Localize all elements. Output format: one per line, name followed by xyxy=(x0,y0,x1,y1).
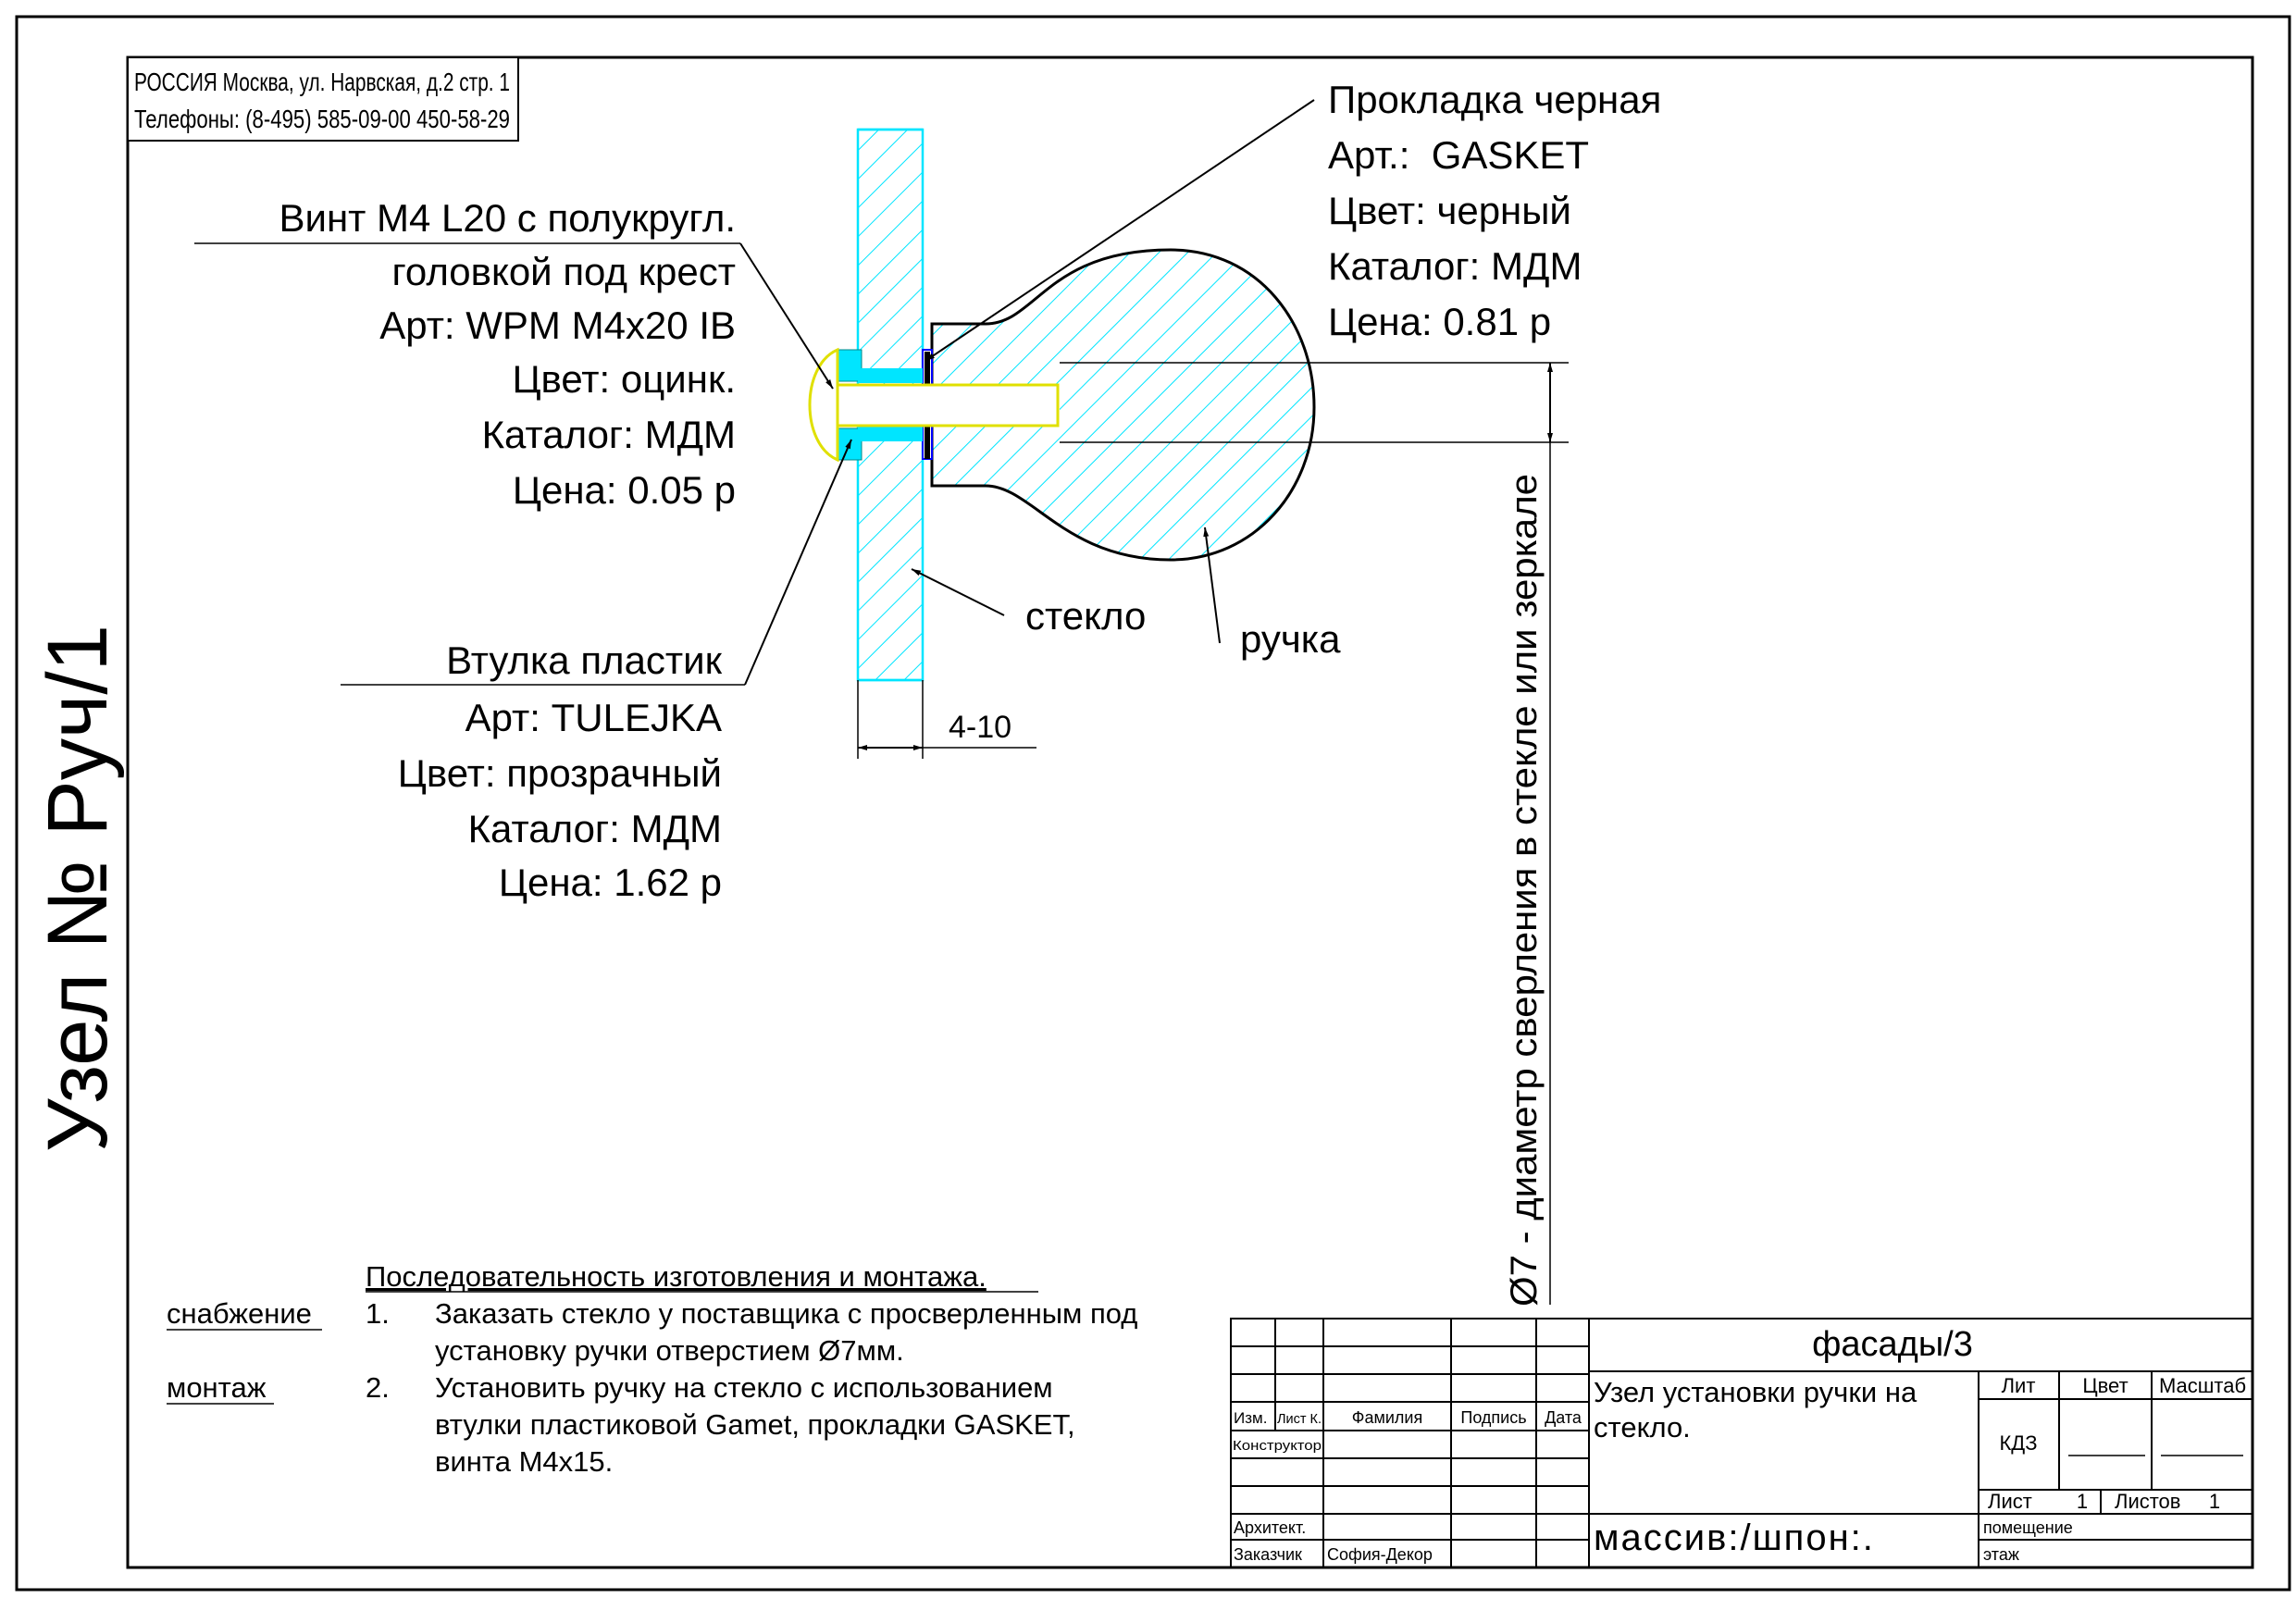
plastic-sleeve-top xyxy=(835,349,863,382)
inner-frame xyxy=(126,56,2254,1569)
tb-col-sign: Подпись xyxy=(1460,1408,1526,1427)
handle-leader xyxy=(1203,527,1221,644)
tb-customer-name: София-Декор xyxy=(1327,1545,1433,1564)
side-title: Узел № Руч/1 xyxy=(31,625,125,1152)
note-2-line-1: Установить ручку на стекло с использован… xyxy=(435,1371,1053,1404)
tb-lit: Лит xyxy=(2002,1374,2036,1397)
handle-label: ручка xyxy=(1240,617,1341,661)
sleeve-line-5: Цена: 1.62 р xyxy=(499,861,722,904)
note-num-1: 1. xyxy=(366,1297,390,1330)
gasket-line-1: Прокладка черная xyxy=(1328,78,1661,121)
note-1-line-1: Заказать стекло у поставщика с просверле… xyxy=(435,1297,1137,1330)
screw-line-3: Арт: WPM M4x20 IB xyxy=(379,304,736,347)
tb-room: помещение xyxy=(1983,1518,2073,1537)
screw-shank xyxy=(836,383,1060,427)
tb-sheets-num: 1 xyxy=(2209,1490,2220,1513)
glass-label: стекло xyxy=(1025,594,1146,638)
outer-frame xyxy=(15,15,2291,1592)
gasket-line-2: Арт.: GASKET xyxy=(1328,133,1589,177)
tb-architect: Архитект. xyxy=(1234,1518,1306,1537)
tb-col-date: Дата xyxy=(1545,1408,1582,1427)
tb-sheet-num: 1 xyxy=(2077,1490,2088,1513)
screw-line-2: головкой под крест xyxy=(392,250,737,293)
screw-line-1: Винт M4 L20 с полукругл. xyxy=(279,196,736,240)
screw-head xyxy=(808,347,839,463)
tb-code: фасады/3 xyxy=(1812,1325,1973,1364)
note-2-line-3: винта M4x15. xyxy=(435,1445,613,1478)
note-2-line-2: втулки пластиковой Gamet, прокладки GASK… xyxy=(435,1408,1075,1441)
title-block-text: фасады/3 Узел установки ручки на стекло.… xyxy=(1233,1325,2246,1564)
tb-col-list: Лист К. xyxy=(1277,1411,1322,1427)
title-block xyxy=(1230,1318,2253,1568)
sleeve-line-4: Каталог: МДМ xyxy=(468,807,722,850)
gasket-callout: Прокладка черная Арт.: GASKET Цвет: черн… xyxy=(1328,78,1661,343)
tb-sheet: Лист xyxy=(1988,1490,2032,1513)
gasket-line-5: Цена: 0.81 р xyxy=(1328,300,1551,343)
thickness-label: 4-10 xyxy=(949,710,1011,745)
note-tag-1: снабжение xyxy=(167,1297,312,1330)
gasket-line-3: Цвет: черный xyxy=(1328,189,1571,232)
gasket-leader xyxy=(925,99,1315,362)
sleeve-leader xyxy=(744,439,852,686)
tb-col-izm: Изм. xyxy=(1234,1409,1267,1427)
tb-col-name: Фамилия xyxy=(1352,1408,1422,1427)
tb-sheets: Листов xyxy=(2115,1490,2180,1513)
assembly-drawing xyxy=(194,99,1569,1305)
address-line-2: Телефоны: (8-495) 585-09-00 450-58-29 xyxy=(134,105,510,133)
tb-desc-2: стекло. xyxy=(1594,1411,1691,1443)
screw-leader xyxy=(739,242,834,390)
address-line-1: РОССИЯ Москва, ул. Нарвская, д.2 стр. 1 xyxy=(134,68,510,96)
tb-scale: Масштаб xyxy=(2159,1374,2246,1397)
sleeve-callout: Втулка пластик Арт: TULEJKA Цвет: прозра… xyxy=(398,638,723,904)
tb-material: массив:/шпон:. xyxy=(1594,1518,1875,1558)
note-1-line-2: установку ручки отверстием Ø7мм. xyxy=(435,1334,904,1367)
tb-color: Цвет xyxy=(2082,1374,2128,1397)
assembly-notes: Последовательность изготовления и монтаж… xyxy=(167,1260,1137,1478)
notes-heading: Последовательность изготовления и монтаж… xyxy=(366,1260,987,1293)
tb-constructor: Конструктор xyxy=(1233,1438,1322,1454)
sleeve-line-2: Арт: TULEJKA xyxy=(465,696,722,739)
tb-floor: этаж xyxy=(1983,1545,2019,1564)
screw-line-6: Цена: 0.05 р xyxy=(513,468,736,512)
note-tag-2: монтаж xyxy=(167,1371,267,1404)
screw-line-5: Каталог: МДМ xyxy=(482,413,736,456)
glass-leader xyxy=(911,568,1005,616)
tb-desc-1: Узел установки ручки на xyxy=(1594,1376,1917,1408)
note-num-2: 2. xyxy=(366,1371,390,1404)
tb-customer: Заказчик xyxy=(1234,1545,1302,1564)
drill-note: Ø7 - диаметр сверления в стекле или зерк… xyxy=(1504,474,1545,1307)
sleeve-line-3: Цвет: прозрачный xyxy=(398,751,722,795)
screw-callout: Винт M4 L20 с полукругл. головкой под кр… xyxy=(279,196,736,512)
sleeve-line-1: Втулка пластик xyxy=(446,638,723,682)
gasket-line-4: Каталог: МДМ xyxy=(1328,244,1582,288)
address-box: РОССИЯ Москва, ул. Нарвская, д.2 стр. 1 … xyxy=(127,56,519,142)
screw-line-4: Цвет: оцинк. xyxy=(512,357,736,401)
tb-lit-value: КДЗ xyxy=(1999,1431,2037,1455)
